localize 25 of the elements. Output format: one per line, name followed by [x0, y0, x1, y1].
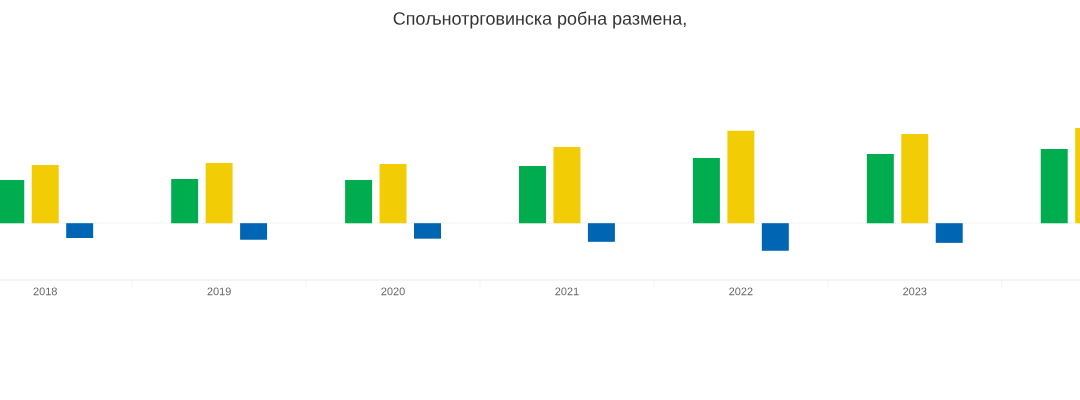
- bar: [379, 163, 407, 224]
- bar: [727, 130, 755, 224]
- x-tick-label: 2019: [207, 287, 231, 296]
- bar: [414, 223, 441, 239]
- bar: [553, 147, 581, 224]
- x-tick-label: 2018: [33, 287, 57, 296]
- bar: [692, 158, 720, 224]
- x-tick-label: 2022: [729, 287, 753, 296]
- bar: [171, 179, 199, 224]
- bar: [935, 223, 963, 243]
- bar: [1040, 149, 1068, 224]
- bar: [345, 180, 373, 224]
- bar: [519, 166, 546, 224]
- bar: [240, 223, 268, 240]
- bar: [587, 223, 615, 242]
- chart-title: Спољнотрговинска робна размена,: [393, 11, 686, 29]
- bar: [761, 223, 789, 251]
- bar: [901, 133, 929, 224]
- bar: [866, 153, 894, 224]
- bar: [31, 164, 59, 224]
- x-tick-label: 2023: [903, 287, 927, 296]
- bar: [66, 223, 94, 239]
- x-tick-label: 2020: [381, 287, 405, 296]
- x-tick-label: 2021: [555, 287, 579, 296]
- bar: [205, 162, 233, 224]
